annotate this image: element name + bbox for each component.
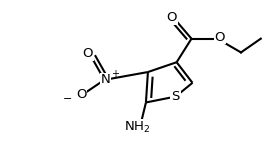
- Text: −: −: [63, 94, 72, 104]
- Text: O: O: [215, 31, 225, 44]
- Text: O: O: [83, 47, 93, 60]
- Text: O: O: [167, 11, 177, 24]
- Text: O: O: [76, 88, 87, 101]
- Text: S: S: [171, 90, 180, 103]
- Text: N: N: [101, 73, 111, 86]
- Text: NH$_2$: NH$_2$: [124, 119, 150, 135]
- Text: +: +: [111, 69, 119, 79]
